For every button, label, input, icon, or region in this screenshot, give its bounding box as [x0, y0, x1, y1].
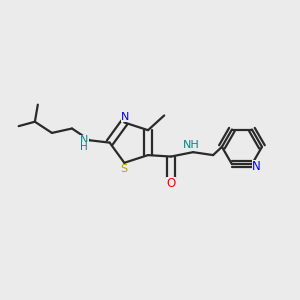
Text: H: H	[80, 142, 88, 152]
Text: N: N	[121, 112, 129, 122]
Text: N: N	[252, 160, 261, 173]
Text: NH: NH	[183, 140, 200, 150]
Text: S: S	[120, 164, 127, 174]
Text: O: O	[167, 177, 176, 190]
Text: N: N	[80, 135, 88, 145]
